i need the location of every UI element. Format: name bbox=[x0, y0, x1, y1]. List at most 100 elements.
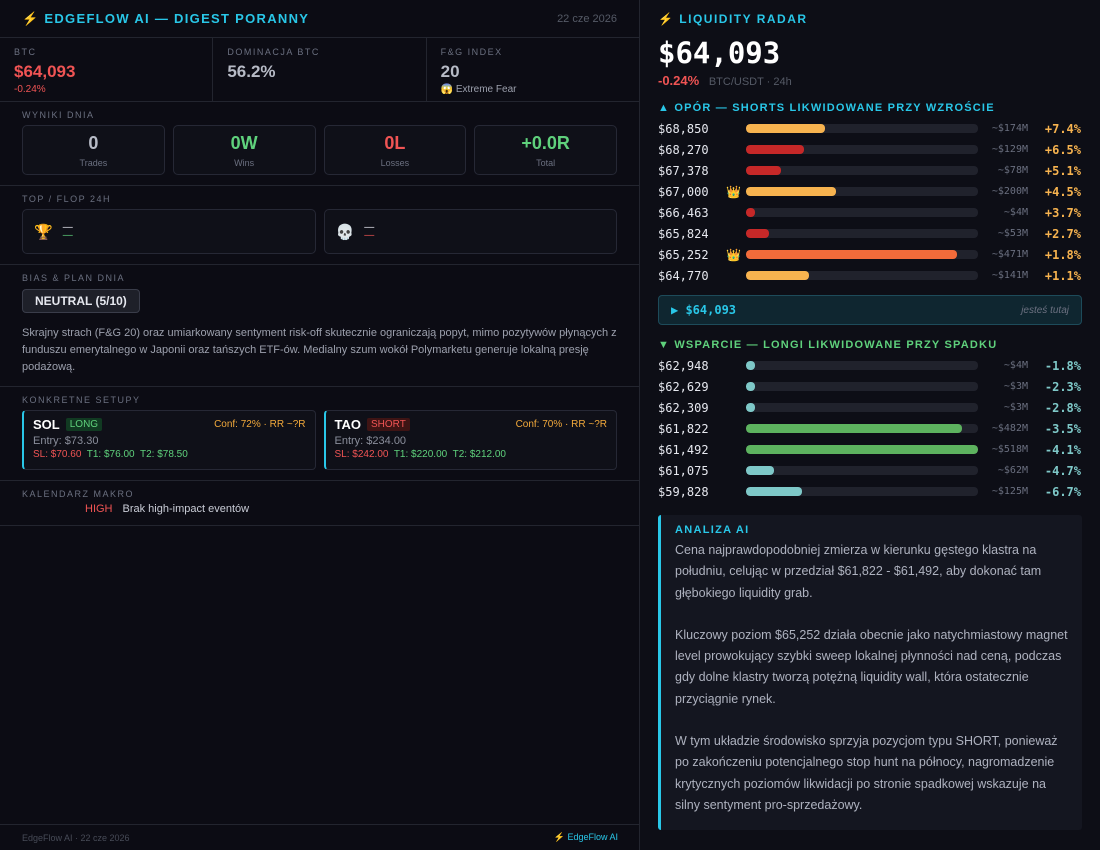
result-total: +0.0R Total bbox=[474, 125, 617, 175]
level-distance: +4.5% bbox=[1044, 184, 1081, 199]
result-value: 0L bbox=[384, 133, 406, 153]
liquidation-level-row: $62,948 ~$4M -1.8% bbox=[658, 355, 1082, 376]
current-price-marker: ▶ $64,093 jesteś tutaj bbox=[658, 295, 1082, 325]
level-price: $65,252 bbox=[658, 247, 709, 262]
level-amount: ~$129M bbox=[991, 144, 1028, 155]
level-amount: ~$125M bbox=[991, 486, 1028, 497]
level-bar-track bbox=[746, 124, 978, 133]
level-distance: +6.5% bbox=[1044, 142, 1081, 157]
level-price: $68,850 bbox=[658, 121, 709, 136]
calendar-text: Brak high-impact eventów bbox=[122, 503, 250, 515]
stat-sub: 😱 Extreme Fear bbox=[440, 84, 517, 95]
level-bar-track bbox=[746, 271, 978, 280]
stat-fg-index: F&G INDEX 20 😱 Extreme Fear bbox=[427, 38, 639, 101]
setup-t2: T2: $212.00 bbox=[452, 449, 506, 460]
flop-value: — bbox=[364, 221, 375, 233]
skull-icon: 💀 bbox=[335, 223, 355, 241]
stat-sub: -0.24% bbox=[14, 84, 46, 95]
level-price: $65,824 bbox=[658, 226, 709, 241]
level-bar-fill bbox=[746, 271, 809, 280]
stat-label: F&G INDEX bbox=[440, 47, 503, 57]
level-price: $61,492 bbox=[658, 442, 709, 457]
level-bar-track bbox=[746, 208, 978, 217]
liquidation-level-row: $62,629 ~$3M -2.3% bbox=[658, 376, 1082, 397]
level-bar-track bbox=[746, 229, 978, 238]
ai-analysis-box: ANALIZA AI Cena najprawdopodobniej zmier… bbox=[658, 515, 1082, 830]
setup-card-sol[interactable]: SOL LONG Conf: 72% · RR ~?R Entry: $73.3… bbox=[22, 410, 316, 470]
ai-analysis-title: ANALIZA AI bbox=[675, 524, 750, 536]
result-label: Wins bbox=[234, 158, 255, 168]
liquidation-level-row: $68,850 ~$174M +7.4% bbox=[658, 118, 1082, 139]
result-label: Trades bbox=[79, 158, 108, 168]
level-distance: -4.7% bbox=[1044, 463, 1081, 478]
liquidation-level-row: $62,309 ~$3M -2.8% bbox=[658, 397, 1082, 418]
digest-date: 22 cze 2026 bbox=[557, 12, 617, 25]
level-amount: ~$518M bbox=[991, 444, 1028, 455]
radar-change: -0.24% bbox=[658, 73, 700, 88]
liquidation-level-row: $67,378 ~$78M +5.1% bbox=[658, 160, 1082, 181]
level-distance: +2.7% bbox=[1044, 226, 1081, 241]
ai-paragraph: Cena najprawdopodobniej zmierza w kierun… bbox=[675, 543, 1042, 600]
resistance-list: $68,850 ~$174M +7.4% $68,270 ~$129M +6.5% $67,… bbox=[658, 118, 1082, 286]
result-losses: 0L Losses bbox=[323, 125, 467, 175]
ai-paragraph: Kluczowy poziom $65,252 działa obecnie j… bbox=[675, 627, 1068, 706]
level-amount: ~$3M bbox=[1003, 402, 1028, 413]
level-bar-fill bbox=[746, 145, 804, 154]
setup-symbol: TAO bbox=[334, 417, 361, 432]
level-bar-fill bbox=[746, 361, 756, 370]
level-price: $62,948 bbox=[658, 358, 709, 373]
crown-icon: 👑 bbox=[726, 184, 741, 199]
level-price: $64,770 bbox=[658, 268, 709, 283]
trophy-icon: 🏆 bbox=[34, 223, 53, 241]
level-distance: -3.5% bbox=[1044, 421, 1081, 436]
level-bar-fill bbox=[746, 208, 756, 217]
result-value: +0.0R bbox=[521, 133, 570, 153]
radar-price: $64,093 bbox=[658, 36, 781, 70]
resistance-header: ▲ OPÓR — SHORTS LIKWIDOWANE PRZY WZROŚCI… bbox=[658, 102, 995, 114]
footer-brand: ⚡ EdgeFlow AI bbox=[553, 832, 618, 842]
setup-conf: Conf: 72% · RR ~?R bbox=[214, 419, 306, 430]
results-section: WYNIKI DNIA 0 Trades 0W Wins 0L Losses +… bbox=[0, 102, 639, 186]
top-value: — bbox=[62, 221, 73, 233]
liquidation-level-row: $59,828 ~$125M -6.7% bbox=[658, 481, 1082, 502]
result-wins: 0W Wins bbox=[172, 125, 316, 175]
level-distance: -1.8% bbox=[1044, 358, 1081, 373]
level-bar-track bbox=[746, 487, 978, 496]
level-bar-track bbox=[746, 187, 978, 196]
current-price: ▶ $64,093 bbox=[671, 303, 737, 317]
flop-sub: — bbox=[364, 229, 375, 241]
digest-panel: ⚡ EDGEFLOW AI — DIGEST PORANNY 22 cze 20… bbox=[0, 0, 640, 850]
result-value: 0 bbox=[88, 133, 99, 153]
liquidation-level-row: $61,822 ~$482M -3.5% bbox=[658, 418, 1082, 439]
stat-value: $64,093 bbox=[14, 62, 76, 81]
level-bar-track bbox=[746, 403, 978, 412]
stats-bar: BTC $64,093 -0.24% DOMINACJA BTC 56.2% F… bbox=[0, 38, 639, 102]
stat-btc: BTC $64,093 -0.24% bbox=[0, 38, 214, 101]
level-price: $68,270 bbox=[658, 142, 709, 157]
level-bar-fill bbox=[746, 445, 978, 454]
level-amount: ~$4M bbox=[1003, 360, 1028, 371]
setups-section: KONKRETNE SETUPY SOL LONG Conf: 72% · RR… bbox=[0, 387, 639, 481]
setup-entry: Entry: $73.30 bbox=[33, 435, 99, 447]
level-bar-track bbox=[746, 382, 978, 391]
level-price: $67,378 bbox=[658, 163, 709, 178]
bias-section: BIAS & PLAN DNIA NEUTRAL (5/10) Skrajny … bbox=[0, 265, 639, 387]
level-bar-track bbox=[746, 166, 978, 175]
stat-label: DOMINACJA BTC bbox=[227, 47, 320, 57]
radar-title: ⚡ LIQUIDITY RADAR bbox=[658, 12, 808, 26]
setup-side-badge: SHORT bbox=[366, 418, 410, 431]
stat-value: 56.2% bbox=[227, 62, 276, 81]
liquidation-level-row: $61,492 ~$518M -4.1% bbox=[658, 439, 1082, 460]
bias-text: Skrajny strach (F&G 20) oraz umiarkowany… bbox=[22, 327, 617, 373]
calendar-impact: HIGH bbox=[85, 503, 113, 515]
level-price: $66,463 bbox=[658, 205, 709, 220]
level-amount: ~$78M bbox=[997, 165, 1028, 176]
section-label: KALENDARZ MAKRO bbox=[22, 489, 135, 499]
setup-side-badge: LONG bbox=[65, 418, 103, 431]
setup-card-tao[interactable]: TAO SHORT Conf: 70% · RR ~?R Entry: $234… bbox=[323, 410, 617, 470]
section-label: KONKRETNE SETUPY bbox=[22, 395, 141, 405]
liquidation-level-row: $61,075 ~$62M -4.7% bbox=[658, 460, 1082, 481]
level-amount: ~$53M bbox=[997, 228, 1028, 239]
digest-title: ⚡ EDGEFLOW AI — DIGEST PORANNY bbox=[22, 10, 310, 26]
